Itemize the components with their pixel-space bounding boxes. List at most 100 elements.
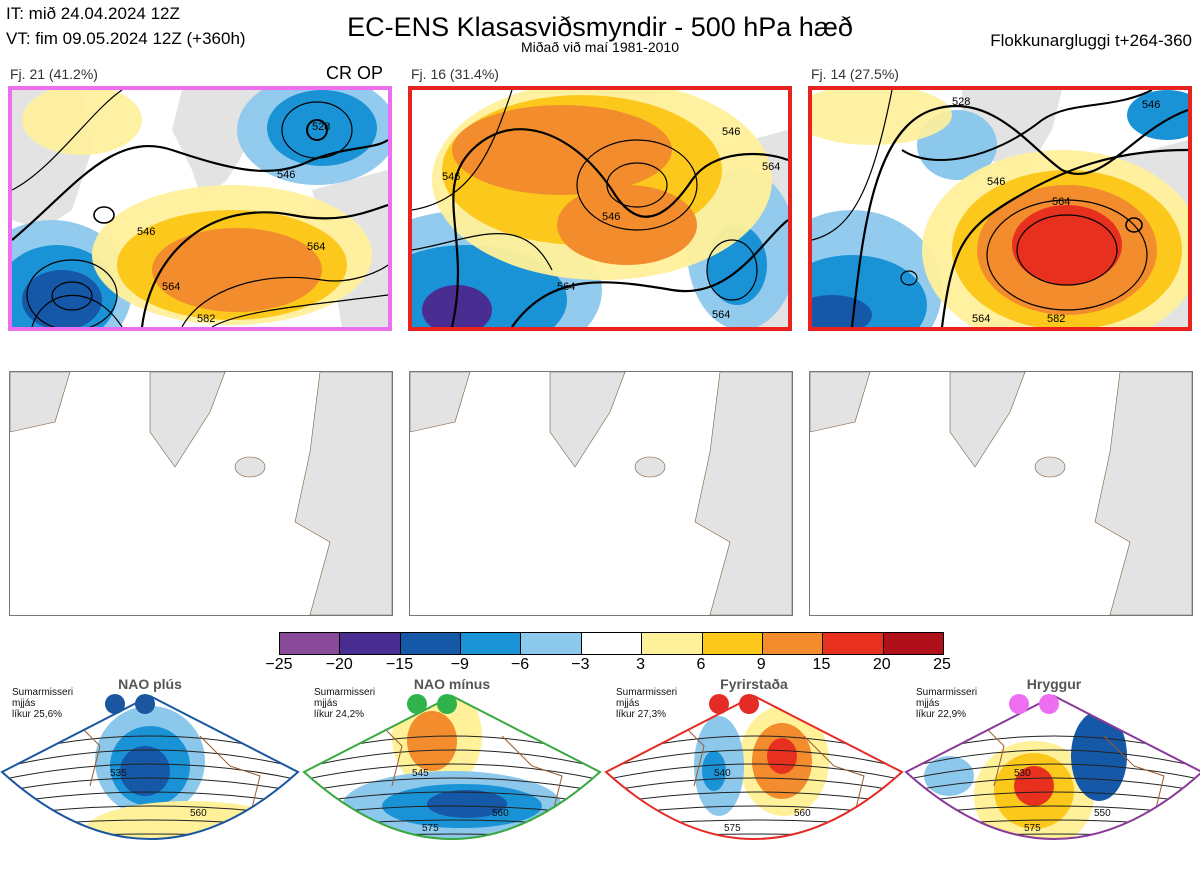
empty-basemap-3 (809, 371, 1193, 616)
contour-label: 564 (972, 313, 990, 325)
colorbar-tick-label: 3 (636, 656, 646, 673)
regime-info-line: mjjás (12, 698, 36, 709)
contour-label: 575 (1024, 823, 1041, 834)
regime-panel: 530 550 575 Hryggur Sumarmisseri mjjás líkur 2… (904, 676, 1200, 868)
colorbar-tick-label: −25 (265, 656, 293, 673)
contour-label: 546 (602, 211, 620, 223)
colorbar-tick-label: 15 (812, 656, 831, 673)
cluster-map-2: 546 546 546 564 564 564 (408, 86, 792, 331)
colorbar-segment (580, 633, 642, 654)
colorbar-segment (761, 633, 823, 654)
contour-label: 540 (714, 768, 731, 779)
regime-dot (135, 694, 155, 714)
height-contour (0, 848, 300, 852)
regime-info-line: mjjás (616, 698, 640, 709)
wedge-outline (0, 694, 300, 840)
colorbar-tick-label: 6 (696, 656, 706, 673)
height-contour (2, 777, 298, 793)
contour-label: 575 (724, 823, 741, 834)
height-contour (906, 777, 1200, 793)
regime-wedge: 540 560 575 (604, 694, 904, 852)
regime-wedge: 535 560 (0, 694, 300, 852)
height-contour (906, 791, 1200, 805)
valid-time: VT: fim 09.05.2024 12Z (+360h) (6, 29, 246, 48)
colorbar-segment (460, 633, 521, 654)
regime-info-line: líkur 22,9% (916, 709, 967, 720)
anomaly-blob (767, 738, 797, 774)
anomaly-blob (1014, 843, 1044, 853)
colorbar-segment (822, 633, 883, 654)
contour-label: 545 (412, 768, 429, 779)
empty-basemap-1 (9, 371, 393, 616)
basemap-1-land (10, 372, 392, 615)
anomaly-blob (924, 756, 974, 796)
contour-label: 546 (1142, 99, 1160, 111)
regime-info-line: Sumarmisseri (616, 687, 678, 698)
height-contour (906, 749, 1200, 769)
contour-label: 582 (1047, 313, 1065, 325)
colorbar-tick-label: −20 (325, 656, 353, 673)
wedge-outline (604, 694, 904, 840)
panel-1-badge: CR OP (326, 63, 384, 83)
colorbar-tick-label: 20 (872, 656, 891, 673)
colorbar-tick-label: −3 (571, 656, 590, 673)
colorbar-tick-label: −9 (450, 656, 469, 673)
colorbar (279, 632, 944, 655)
cluster-map-2-plot: 546 546 546 564 564 564 (412, 90, 788, 327)
wedge-outline (302, 694, 602, 840)
colorbar-tick-label: −6 (510, 656, 530, 673)
basemap-2-land (410, 372, 792, 615)
height-contour (906, 763, 1200, 781)
contour-label: 535 (110, 768, 127, 779)
anomaly-blob (702, 751, 726, 791)
height-contour (304, 791, 600, 805)
regime-title: Fyrirstaða (720, 676, 788, 692)
contour-label: 550 (1094, 808, 1111, 819)
contour-label: 564 (712, 309, 730, 321)
contour-label: 575 (422, 823, 439, 834)
cluster-map-3: 528 546 546 564 564 582 (808, 86, 1192, 331)
cluster-map-3-plot: 528 546 546 564 564 582 (812, 90, 1188, 327)
regime-dot (739, 694, 759, 714)
height-contour (302, 848, 602, 852)
cluster-map-1: 546 546 564 528 564 582 (8, 86, 392, 331)
regime-info-line: Sumarmisseri (916, 687, 978, 698)
regime-panel: 540 560 575 Fyrirstaða Sumarmisseri mjjás líku… (604, 676, 904, 868)
regime-title: NAO plús (118, 676, 182, 692)
contour-label: 564 (307, 241, 325, 253)
panel-1-label: Fj. 21 (41.2%) (10, 66, 98, 82)
height-contour (606, 777, 902, 793)
height-contour (606, 763, 902, 781)
regime-info-line: Sumarmisseri (12, 687, 74, 698)
classification-window: Flokkunargluggi t+264-360 (990, 31, 1192, 50)
anomaly-blob (427, 790, 507, 818)
regime-info-line: líkur 25,6% (12, 709, 63, 720)
colorbar-segment (641, 633, 702, 654)
regime-panel: 545 560 575 NAO mínus Sumarmisseri mjjás líkur… (302, 676, 602, 868)
colorbar-segment (280, 633, 340, 654)
regime-dot (407, 694, 427, 714)
regime-title: NAO mínus (413, 676, 491, 692)
contour-label: 530 (1014, 768, 1031, 779)
anomaly-blob (1014, 766, 1054, 806)
contour-label: 546 (987, 176, 1005, 188)
regime-info-line: líkur 24,2% (314, 709, 365, 720)
regime-dot (105, 694, 125, 714)
contour-label: 564 (1052, 196, 1070, 208)
colorbar-segment (882, 633, 943, 654)
contour-label: 546 (137, 226, 155, 238)
colorbar-segment (701, 633, 762, 654)
contour-label: 560 (794, 808, 811, 819)
contour-label: 560 (492, 808, 509, 819)
panel-2-label: Fj. 16 (31.4%) (411, 66, 499, 82)
height-contour (904, 848, 1200, 852)
regime-dot (1039, 694, 1059, 714)
empty-basemap-2 (409, 371, 793, 616)
regime-panel: 535 560 NAO plús Sumarmisseri mjjás líkur 25,… (0, 676, 300, 868)
cluster-map-1-plot: 546 546 564 528 564 582 (12, 90, 388, 327)
anomaly-blob (1071, 711, 1127, 801)
contour-label: 564 (162, 281, 180, 293)
colorbar-tick-label: 9 (756, 656, 766, 673)
contour-label: 546 (277, 169, 295, 181)
height-contour (604, 848, 904, 852)
